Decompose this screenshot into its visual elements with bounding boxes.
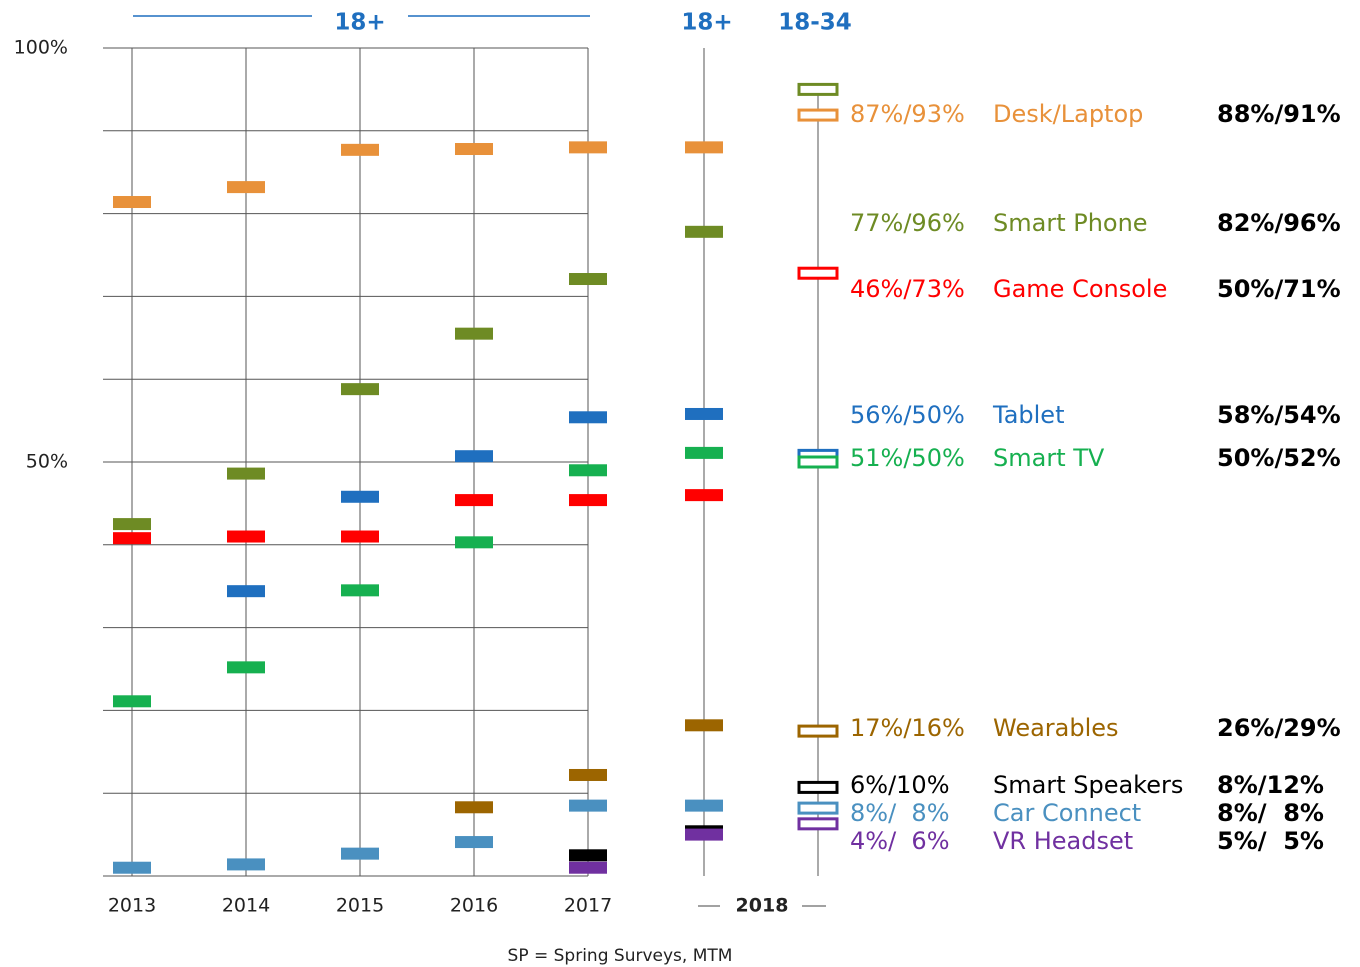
marker	[569, 411, 607, 424]
marker	[569, 861, 607, 874]
x-tick-label: 2014	[222, 895, 270, 917]
marker	[569, 799, 607, 812]
legend-stat-2018: 50%/71%	[1217, 275, 1341, 303]
footnote: SP = Spring Surveys, MTM	[508, 946, 733, 966]
marker	[685, 828, 723, 841]
marker	[227, 661, 265, 674]
x-tick-label: 2015	[336, 895, 384, 917]
marker	[341, 530, 379, 543]
marker	[113, 695, 151, 708]
legend-stat: 8%/ 8%	[850, 799, 950, 827]
legend-stat-2018: 58%/54%	[1217, 401, 1341, 429]
year-label-bold: 2018	[736, 895, 789, 917]
legend-stat: 4%/ 6%	[850, 827, 950, 855]
marker	[685, 141, 723, 154]
marker	[455, 801, 493, 814]
marker	[685, 407, 723, 420]
marker-18-34	[797, 108, 839, 122]
marker	[685, 489, 723, 502]
marker	[569, 494, 607, 507]
marker	[455, 836, 493, 849]
marker	[341, 383, 379, 396]
marker	[569, 273, 607, 286]
marker	[685, 446, 723, 459]
marker-18-34	[797, 455, 839, 469]
y-tick-label: 100%	[14, 37, 68, 59]
marker	[455, 327, 493, 340]
legend-stat: 6%/10%	[850, 771, 950, 799]
marker-18-34	[797, 82, 839, 96]
x-tick-label: 2013	[108, 895, 156, 917]
marker	[227, 467, 265, 480]
legend-name: VR Headset	[993, 827, 1133, 855]
legend-stat: 87%/93%	[850, 100, 965, 128]
marker	[341, 584, 379, 597]
x-tick-label: 2016	[450, 895, 498, 917]
y-tick-label: 50%	[26, 451, 68, 473]
x-tick-label: 2017	[564, 895, 612, 917]
marker	[341, 143, 379, 156]
marker	[113, 861, 151, 874]
marker	[113, 196, 151, 209]
marker-18-34	[797, 817, 839, 831]
marker	[341, 490, 379, 503]
legend-name: Car Connect	[993, 799, 1141, 827]
marker	[113, 532, 151, 545]
legend-name: Desk/Laptop	[993, 100, 1143, 128]
marker	[227, 530, 265, 543]
marker	[685, 225, 723, 238]
marker	[455, 494, 493, 507]
legend-stat-2018: 26%/29%	[1217, 714, 1341, 742]
marker	[569, 768, 607, 781]
legend-name: Game Console	[993, 275, 1167, 303]
legend-name: Smart Speakers	[993, 771, 1183, 799]
group-label: 18+	[681, 10, 732, 36]
legend-name: Wearables	[993, 714, 1119, 742]
marker	[455, 143, 493, 156]
marker	[227, 858, 265, 871]
group-label: 18+	[334, 10, 385, 36]
marker-18-34	[797, 780, 839, 794]
marker	[227, 181, 265, 194]
marker-18-34	[797, 724, 839, 738]
marker	[227, 585, 265, 598]
marker	[569, 464, 607, 477]
legend-name: Smart Phone	[993, 209, 1148, 237]
legend-stat: 17%/16%	[850, 714, 965, 742]
marker	[455, 536, 493, 549]
marker	[685, 719, 723, 732]
group-label: 18-34	[778, 10, 852, 36]
legend-stat-2018: 8%/12%	[1217, 771, 1324, 799]
legend-stat: 46%/73%	[850, 275, 965, 303]
legend-name: Smart TV	[993, 444, 1105, 472]
marker	[341, 847, 379, 860]
marker	[113, 518, 151, 531]
marker-18-34	[797, 266, 839, 280]
marker-18-34	[797, 801, 839, 815]
legend-stat-2018: 88%/91%	[1217, 100, 1341, 128]
marker	[569, 849, 607, 862]
legend-stat-2018: 5%/ 5%	[1217, 827, 1324, 855]
legend-name: Tablet	[992, 401, 1064, 429]
legend-stat: 77%/96%	[850, 209, 965, 237]
legend-stat: 51%/50%	[850, 444, 965, 472]
legend-stat: 56%/50%	[850, 401, 965, 429]
marker	[685, 799, 723, 812]
marker	[455, 450, 493, 463]
marker	[569, 141, 607, 154]
legend-stat-2018: 50%/52%	[1217, 444, 1341, 472]
legend-stat-2018: 8%/ 8%	[1217, 799, 1324, 827]
legend-stat-2018: 82%/96%	[1217, 209, 1341, 237]
